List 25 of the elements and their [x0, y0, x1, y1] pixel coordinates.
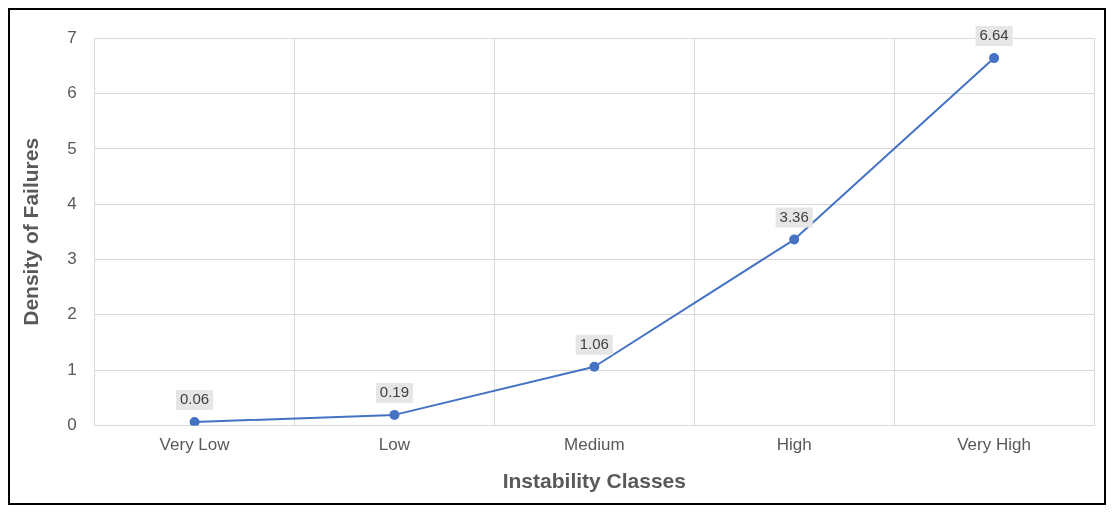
point	[189, 417, 200, 426]
data-label: 0.19	[379, 383, 410, 401]
point	[989, 53, 1000, 64]
y-tick-label: 2	[67, 304, 77, 324]
x-tick-label: Very Low	[159, 435, 231, 455]
y-tick-label: 1	[67, 359, 77, 379]
x-tick-label: Low	[378, 435, 411, 455]
y-tick-label: 7	[67, 27, 77, 47]
y-tick-label: 3	[67, 249, 77, 269]
x-tick-label: Very High	[957, 435, 1031, 455]
data-label: 0.06	[179, 390, 210, 408]
point	[389, 409, 400, 420]
x-axis-title: Instability Classes	[502, 469, 686, 493]
data-label: 1.06	[579, 334, 609, 352]
x-tick-label: Medium	[564, 435, 625, 455]
y-tick-label: 5	[67, 138, 77, 158]
data-label: 6.64	[979, 26, 1009, 44]
x-tick-label: High	[776, 435, 812, 455]
y-tick-label: 6	[67, 83, 77, 103]
y-axis-title: Density of Failures	[19, 137, 43, 326]
y-tick-label: 0	[67, 415, 77, 435]
y-tick-label: 4	[67, 193, 77, 213]
point	[589, 361, 600, 372]
point	[789, 234, 800, 245]
data-label: 3.36	[779, 207, 809, 225]
